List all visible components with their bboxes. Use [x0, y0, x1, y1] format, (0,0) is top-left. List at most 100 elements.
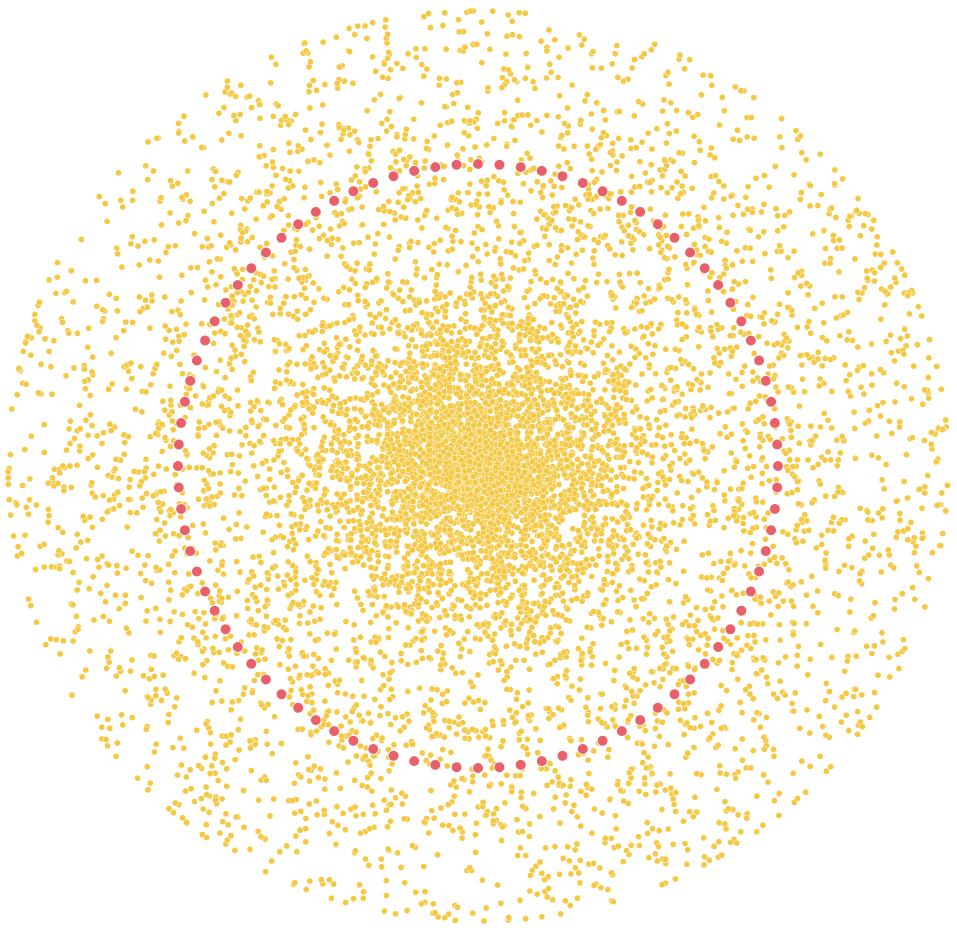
cluster-node — [546, 378, 553, 386]
cluster-node — [497, 199, 505, 206]
cluster-node — [400, 203, 408, 211]
cluster-node — [56, 469, 64, 477]
cluster-node — [354, 440, 362, 448]
cluster-node — [434, 647, 442, 655]
cluster-node — [715, 178, 723, 185]
cluster-node — [683, 231, 690, 238]
cluster-node — [227, 632, 234, 640]
cluster-node — [341, 565, 349, 572]
cluster-node — [374, 388, 382, 396]
cluster-node — [352, 728, 360, 736]
cluster-node — [459, 669, 466, 676]
cluster-node — [25, 595, 32, 603]
cluster-node — [148, 666, 155, 673]
cluster-node — [76, 402, 83, 409]
cluster-node — [418, 749, 426, 757]
cluster-node — [607, 162, 614, 169]
cluster-node — [794, 795, 801, 802]
cluster-node — [104, 742, 111, 750]
cluster-node — [255, 796, 263, 804]
cluster-node — [444, 141, 451, 149]
cluster-node — [596, 864, 604, 872]
cluster-node — [313, 86, 320, 94]
cluster-node — [232, 171, 240, 179]
cluster-node — [296, 526, 304, 534]
cluster-node — [644, 129, 652, 137]
cluster-node — [486, 46, 494, 53]
cluster-node — [477, 306, 485, 314]
cluster-node — [776, 677, 784, 685]
cluster-node — [543, 279, 550, 287]
cluster-node — [177, 297, 185, 305]
cluster-node — [391, 345, 399, 353]
cluster-node — [215, 109, 223, 117]
cluster-node — [482, 241, 490, 248]
cluster-node — [416, 684, 423, 692]
cluster-node — [763, 673, 770, 681]
cluster-node — [915, 569, 923, 576]
cluster-node — [374, 230, 382, 237]
cluster-node — [648, 330, 656, 338]
cluster-node — [675, 293, 683, 301]
cluster-node — [613, 473, 620, 481]
cluster-node — [600, 107, 607, 114]
cluster-node — [208, 493, 216, 501]
cluster-node — [749, 293, 757, 301]
cluster-node — [231, 756, 239, 763]
cluster-node — [882, 461, 890, 468]
cluster-node — [114, 250, 121, 258]
cluster-node — [433, 599, 440, 607]
cluster-node — [418, 61, 426, 68]
cluster-node — [700, 861, 708, 869]
cluster-node — [47, 635, 55, 643]
cluster-node — [666, 770, 674, 778]
cluster-node — [738, 709, 746, 716]
cluster-node — [142, 296, 149, 304]
cluster-node — [321, 665, 329, 673]
cluster-node — [60, 637, 67, 645]
cluster-node — [793, 651, 801, 659]
cluster-node — [734, 202, 742, 209]
cluster-node — [293, 307, 301, 315]
cluster-node — [299, 381, 307, 388]
cluster-node — [250, 462, 258, 470]
cluster-node — [577, 297, 584, 305]
cluster-node — [717, 702, 725, 710]
cluster-node — [146, 433, 154, 441]
cluster-node — [761, 172, 768, 179]
cluster-node — [402, 510, 410, 518]
cluster-node — [236, 111, 244, 118]
cluster-node — [782, 653, 789, 661]
cluster-node — [648, 523, 656, 531]
cluster-node — [547, 68, 555, 76]
cluster-node — [632, 299, 640, 307]
cluster-node — [298, 431, 305, 439]
cluster-node — [282, 176, 290, 183]
cluster-node — [595, 545, 603, 553]
cluster-node — [564, 292, 571, 299]
cluster-node — [572, 250, 580, 258]
cluster-node — [198, 320, 206, 328]
cluster-node — [241, 477, 249, 485]
cluster-node — [866, 714, 874, 721]
cluster-node — [475, 733, 482, 741]
cluster-node — [790, 388, 797, 396]
cluster-node — [430, 248, 437, 256]
cluster-node — [275, 585, 282, 593]
cluster-node — [412, 159, 419, 166]
cluster-node — [457, 238, 465, 245]
cluster-node — [237, 132, 245, 140]
cluster-node — [688, 185, 696, 192]
cluster-node — [663, 139, 670, 147]
cluster-node — [835, 268, 843, 276]
cluster-node — [22, 503, 30, 511]
cluster-node — [658, 806, 666, 813]
cluster-node — [533, 178, 541, 186]
cluster-node — [927, 440, 935, 448]
cluster-node — [609, 716, 617, 724]
cluster-node — [659, 455, 667, 463]
cluster-node — [316, 471, 323, 479]
cluster-node — [421, 45, 429, 53]
cluster-node — [854, 289, 862, 296]
cluster-node — [186, 766, 194, 774]
